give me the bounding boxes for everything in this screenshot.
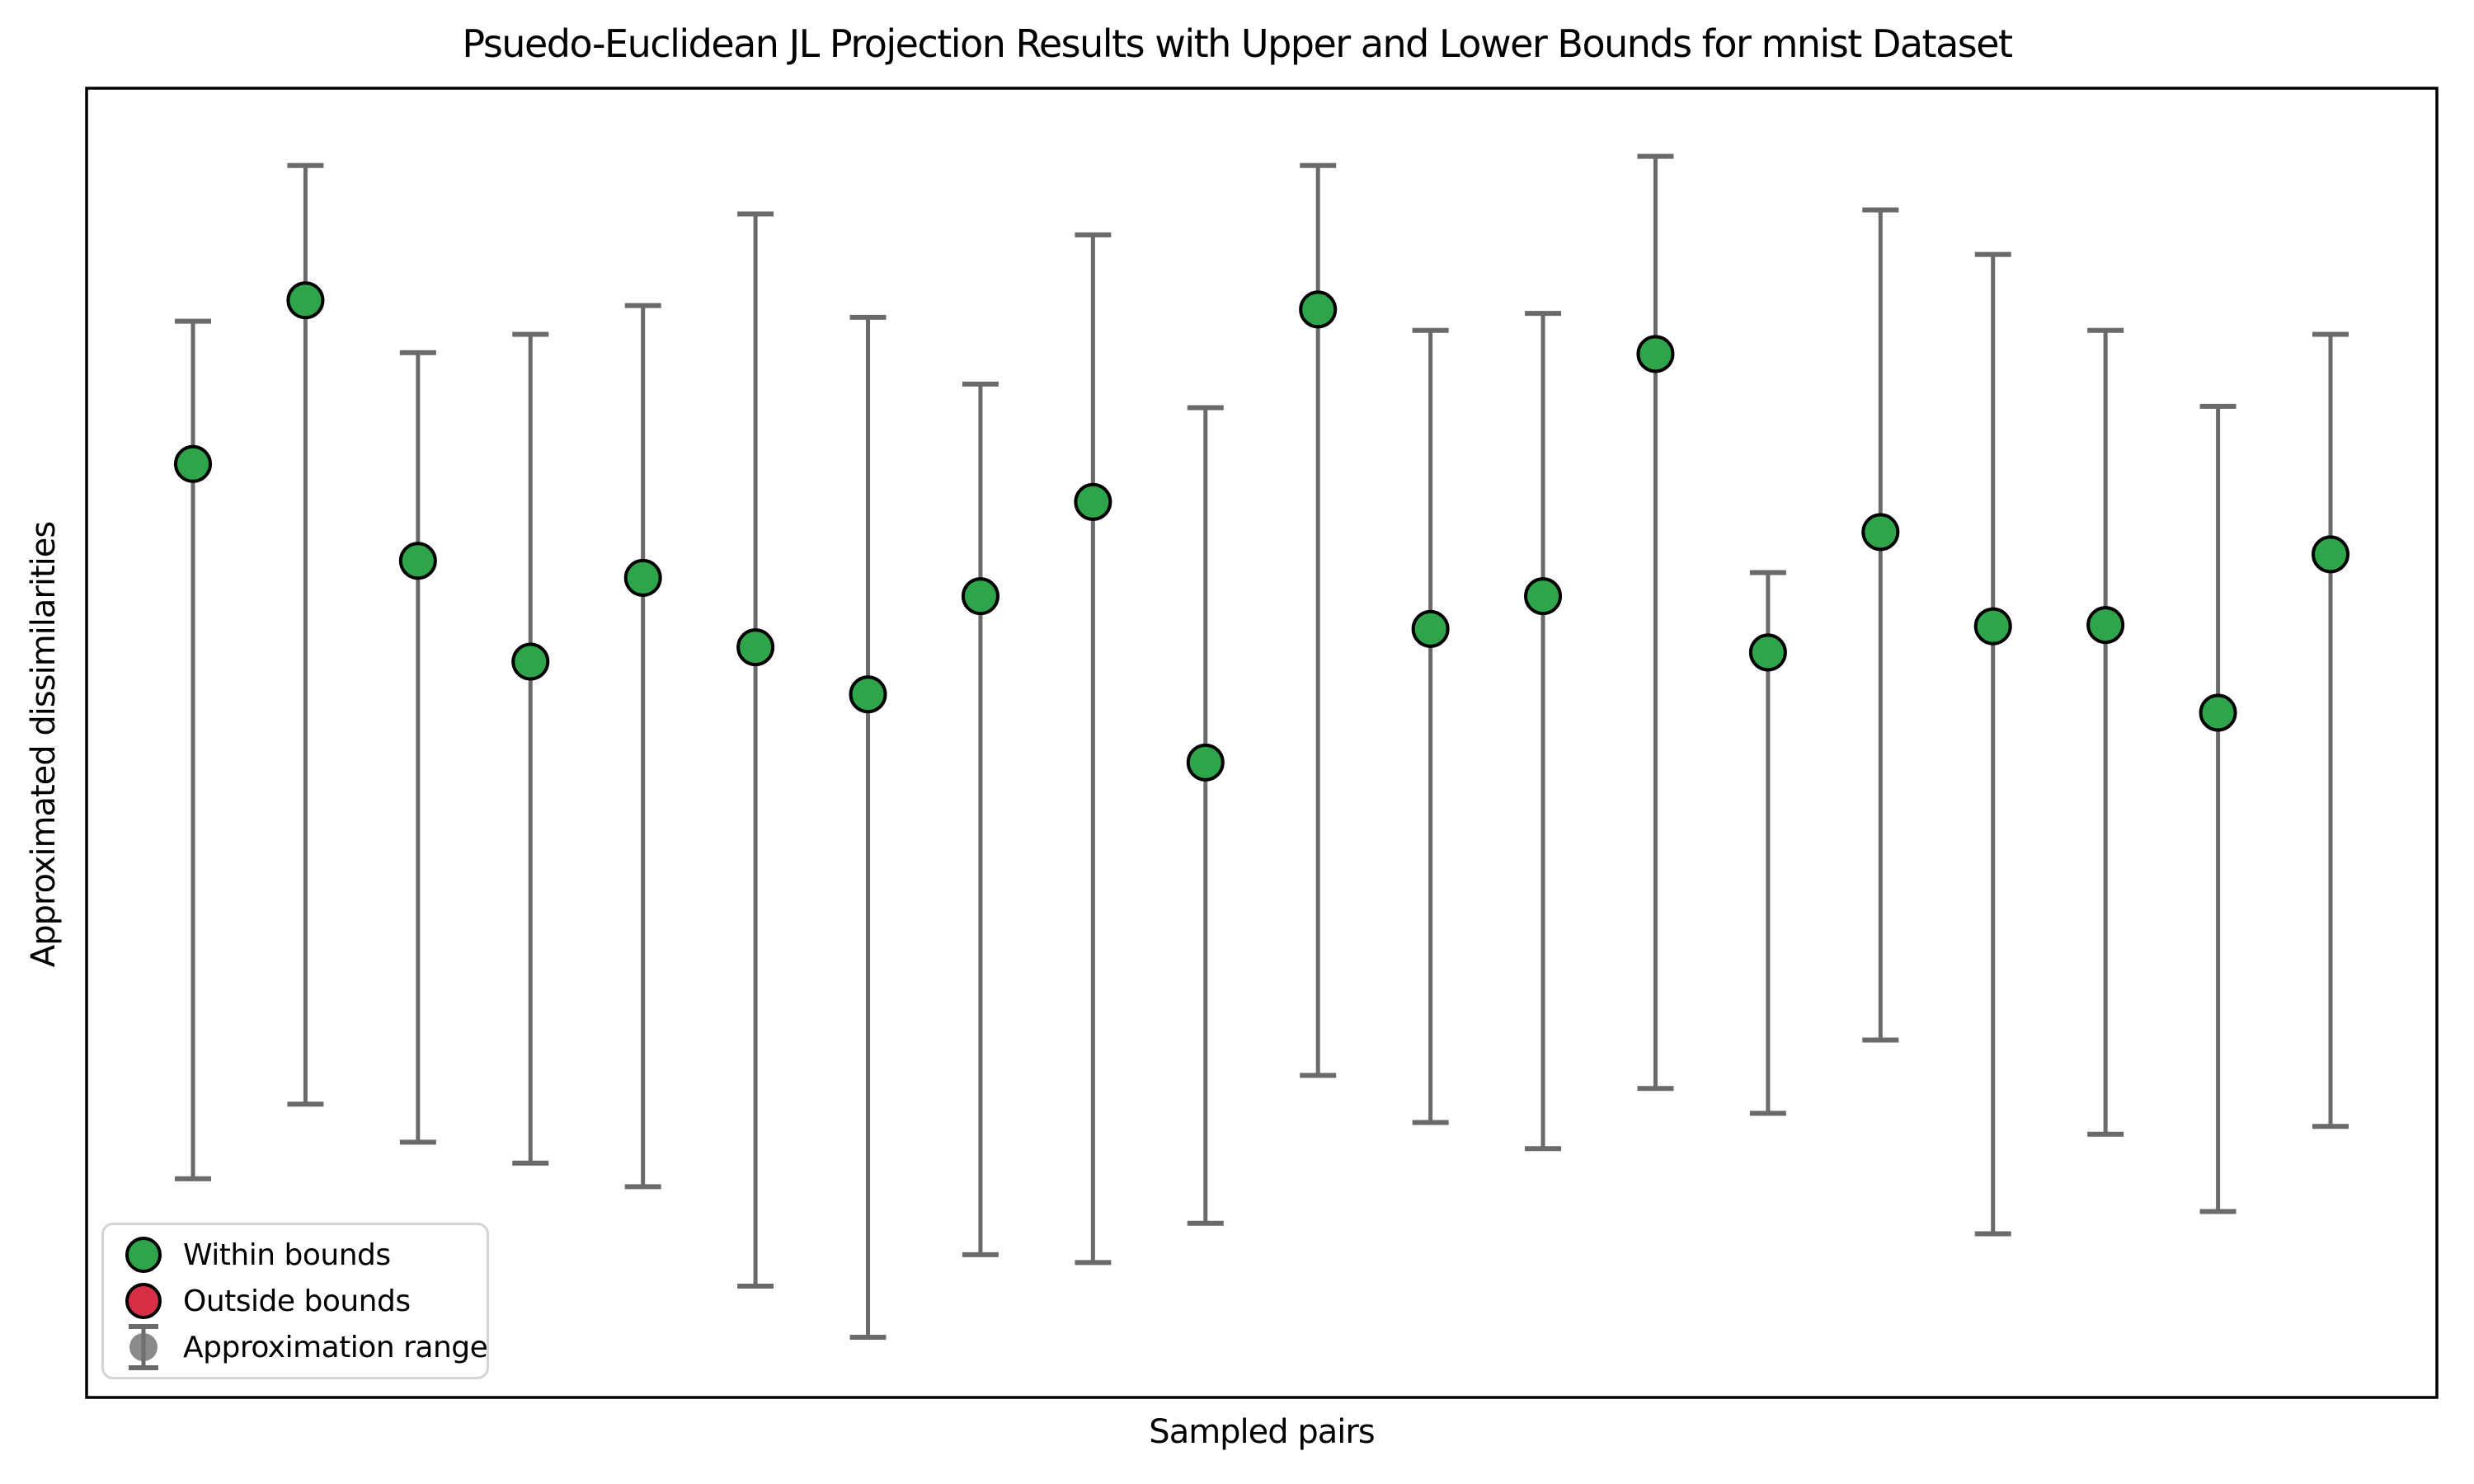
legend-item-outside-bounds: Outside bounds	[104, 1278, 487, 1324]
data-point-marker	[1074, 482, 1112, 521]
data-point-marker	[961, 577, 999, 616]
approximation-range-errorbar-icon	[104, 1322, 183, 1373]
legend: Within bounds Outside bounds Approxima	[101, 1223, 489, 1379]
legend-label: Outside bounds	[183, 1284, 411, 1318]
errorbar-point-9	[1074, 232, 1112, 1266]
errorbar-point-14	[1636, 153, 1675, 1092]
chart-title: Psuedo-Euclidean JL Projection Results w…	[462, 21, 2013, 66]
errorbar-point-13	[1524, 311, 1563, 1152]
axes-spines	[85, 87, 2439, 1399]
outside-bounds-marker-icon	[104, 1280, 183, 1322]
errorbar-point-3	[398, 350, 437, 1145]
data-point-marker	[1748, 633, 1787, 672]
errorbar-point-5	[623, 303, 662, 1190]
data-point-marker	[2199, 693, 2237, 732]
errorbar-point-17	[1973, 251, 2012, 1237]
errorbar-point-11	[1299, 162, 1338, 1078]
legend-label: Within bounds	[183, 1237, 391, 1272]
data-point-marker	[1411, 609, 1450, 648]
data-point-marker	[1186, 743, 1225, 782]
x-axis-label: Sampled pairs	[1149, 1413, 1375, 1451]
data-point-marker	[1861, 513, 1900, 552]
legend-item-approximation-range: Approximation range	[104, 1322, 488, 1373]
errorbar-point-19	[2199, 403, 2237, 1214]
data-point-marker	[1636, 335, 1675, 373]
errorbar-point-20	[2312, 331, 2349, 1129]
data-point-marker	[623, 558, 662, 597]
data-point-marker	[2312, 535, 2349, 574]
data-point-marker	[736, 628, 775, 667]
data-point-marker	[1973, 607, 2012, 646]
errorbar-point-10	[1186, 405, 1225, 1226]
errorbar-point-6	[736, 211, 775, 1289]
legend-item-within-bounds: Within bounds	[104, 1232, 487, 1278]
errorbar-point-18	[2086, 327, 2125, 1137]
within-bounds-marker-icon	[104, 1234, 183, 1275]
errorbar-point-4	[511, 331, 550, 1166]
data-point-marker	[286, 281, 325, 320]
errorbar-point-15	[1748, 570, 1787, 1116]
errorbar-point-1	[174, 318, 212, 1181]
errorbar-point-7	[849, 314, 887, 1340]
errorbar-point-2	[286, 162, 325, 1107]
errorbar-point-16	[1861, 207, 1900, 1043]
errorbar-point-8	[961, 381, 999, 1257]
errorbar-point-12	[1411, 327, 1450, 1125]
data-point-marker	[1299, 290, 1338, 329]
data-point-marker	[398, 542, 437, 580]
data-point-marker	[174, 444, 212, 483]
legend-label: Approximation range	[183, 1330, 488, 1364]
data-point-marker	[1524, 577, 1563, 616]
errorbar-series	[174, 153, 2349, 1340]
data-point-marker	[2086, 606, 2125, 645]
data-point-marker	[511, 642, 550, 681]
y-axis-label: Approximated dissimilarities	[25, 521, 63, 968]
data-point-marker	[849, 675, 887, 714]
